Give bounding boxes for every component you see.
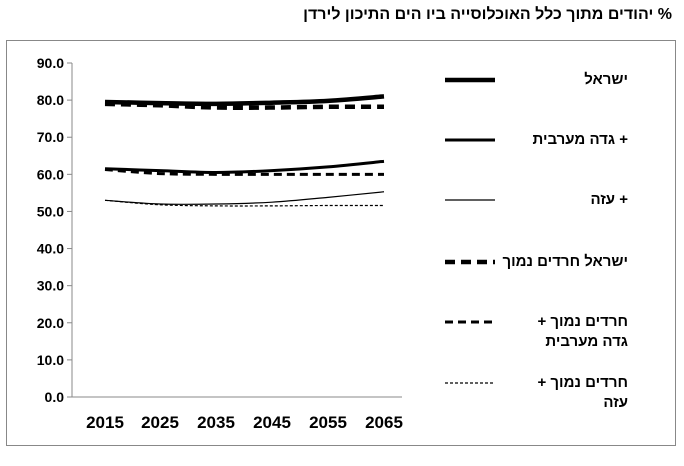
legend-label-line: + גדה מערבית [532, 131, 628, 148]
chart-frame [6, 40, 676, 446]
legend-label-line: עזה [603, 394, 628, 411]
legend-label-line: ישראל [584, 71, 628, 88]
x-tick-label: 2055 [309, 413, 347, 432]
y-tick-label: 20.0 [37, 315, 64, 331]
x-tick-label: 2015 [86, 413, 124, 432]
series-line-4 [104, 101, 385, 110]
y-tick-label: 50.0 [37, 203, 64, 219]
y-tick-label: 30.0 [37, 278, 64, 294]
y-tick-label: 0.0 [45, 389, 65, 405]
legend-label-5: חרדים נמוך + גדה מערבית [537, 312, 628, 352]
legend-label-4: ישראל חרדים נמוך [502, 252, 628, 272]
legend-label-line: + עזה [590, 191, 628, 208]
series-line-5 [104, 168, 384, 176]
legend-label-line: חרדים נמוך + [537, 374, 628, 391]
series-line-2 [104, 159, 385, 174]
legend-label-line: חרדים נמוך + [537, 313, 628, 330]
x-tick-label: 2065 [365, 413, 403, 432]
legend-label-line: גדה מערבית [545, 333, 628, 350]
chart-title: % יהודים מתוך כלל האוכלוסייה ביו הים התי… [303, 6, 672, 23]
x-tick-label: 2045 [253, 413, 291, 432]
legend-label-6: חרדים נמוך + עזה [537, 373, 628, 413]
series-line-3 [104, 191, 385, 205]
y-tick-label: 80.0 [37, 92, 64, 108]
legend-label-2: + גדה מערבית [532, 130, 628, 150]
x-tick-label: 2025 [141, 413, 179, 432]
legend-label-3: + עזה [590, 190, 628, 210]
y-tick-label: 70.0 [37, 129, 64, 145]
x-tick-label: 2035 [197, 413, 235, 432]
y-tick-label: 40.0 [37, 241, 64, 257]
legend-label-line: ישראל חרדים נמוך [502, 253, 628, 270]
legend-label-1: ישראל [584, 70, 628, 90]
y-tick-label: 90.0 [37, 55, 64, 71]
series-line-6 [104, 199, 385, 207]
y-tick-label: 10.0 [37, 352, 64, 368]
y-tick-label: 60.0 [37, 166, 64, 182]
